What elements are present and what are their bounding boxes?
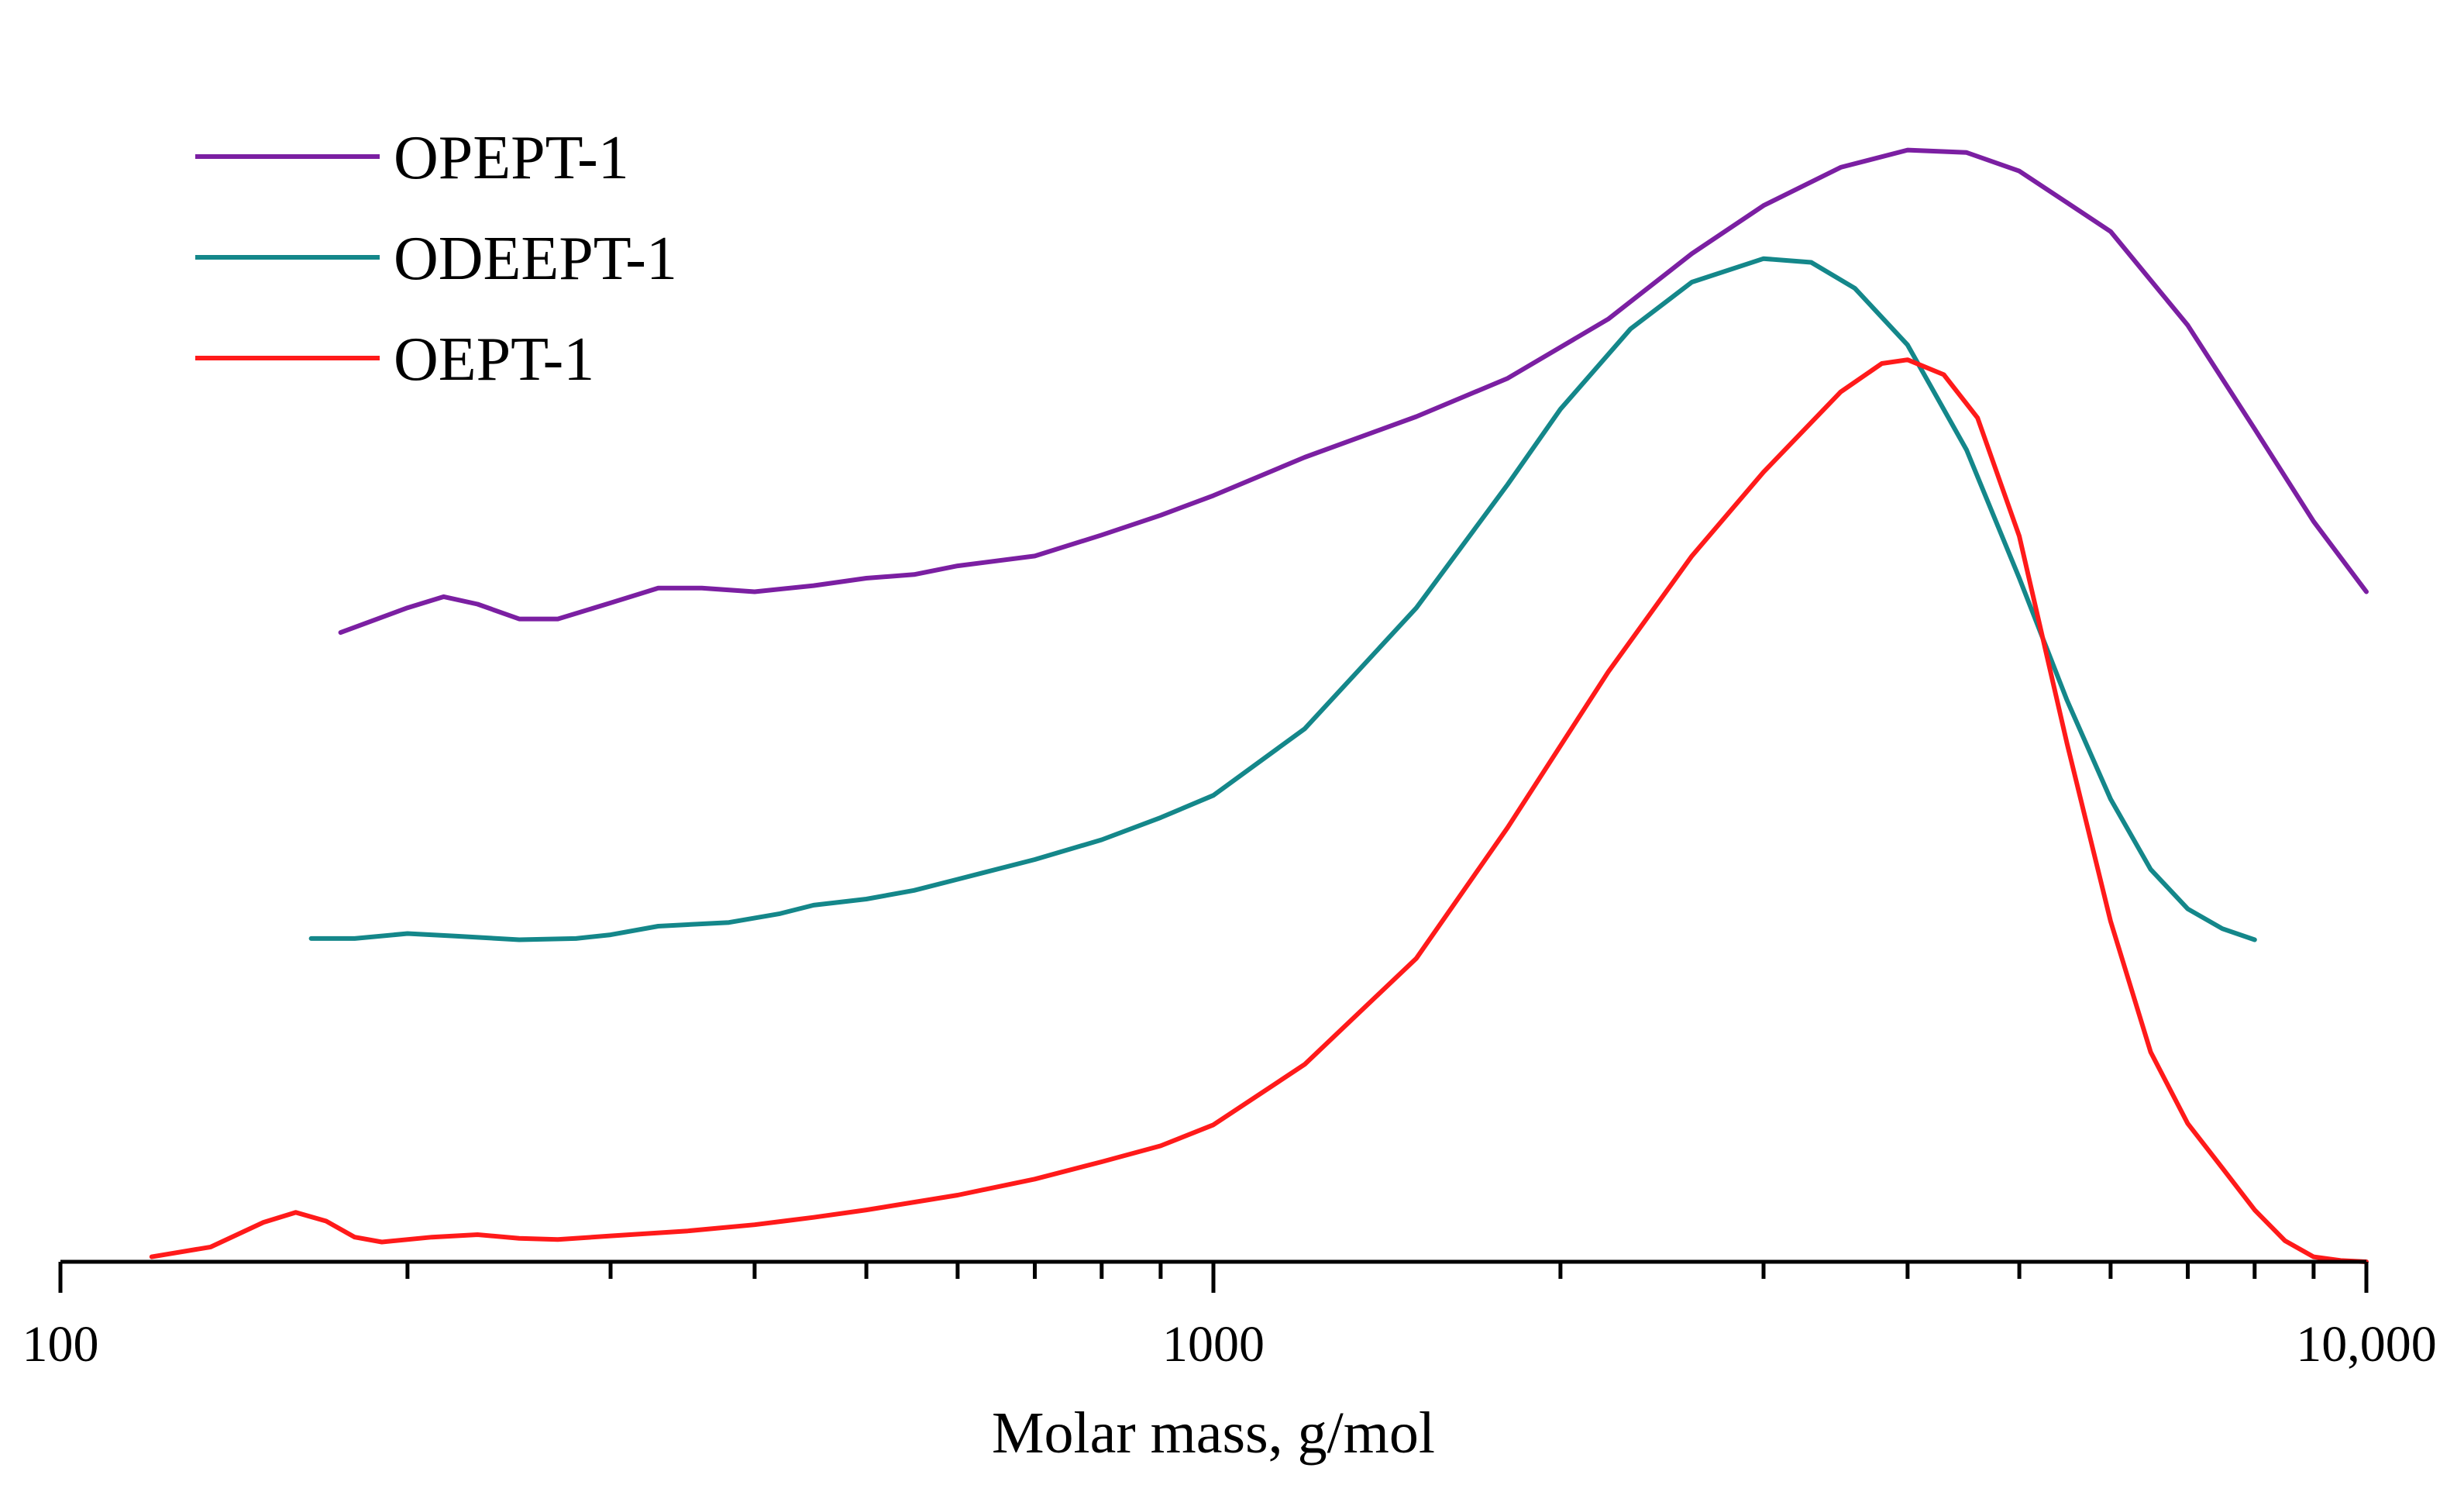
legend-label-opept-1: OPEPT-1 bbox=[394, 124, 629, 192]
series-line-odeept-1 bbox=[308, 256, 2257, 942]
x-tick-label: 1000 bbox=[1162, 1316, 1265, 1373]
x-axis-title: Molar mass, g/mol bbox=[992, 1401, 1435, 1466]
plot-lines bbox=[149, 147, 2369, 1264]
series-line-oept-1 bbox=[149, 357, 2369, 1264]
series-line-opept-1 bbox=[338, 147, 2369, 636]
x-axis-ticks bbox=[58, 1262, 2369, 1293]
legend-label-oept-1: OEPT-1 bbox=[394, 326, 594, 394]
legend-label-odeept-1: ODEEPT-1 bbox=[394, 225, 677, 293]
x-tick-labels: 100 1000 10,000 bbox=[22, 1316, 2437, 1373]
x-tick-label: 10,000 bbox=[2296, 1316, 2437, 1373]
x-tick-label: 100 bbox=[22, 1316, 99, 1373]
legend: OPEPT-1 ODEEPT-1 OEPT-1 bbox=[195, 124, 677, 394]
